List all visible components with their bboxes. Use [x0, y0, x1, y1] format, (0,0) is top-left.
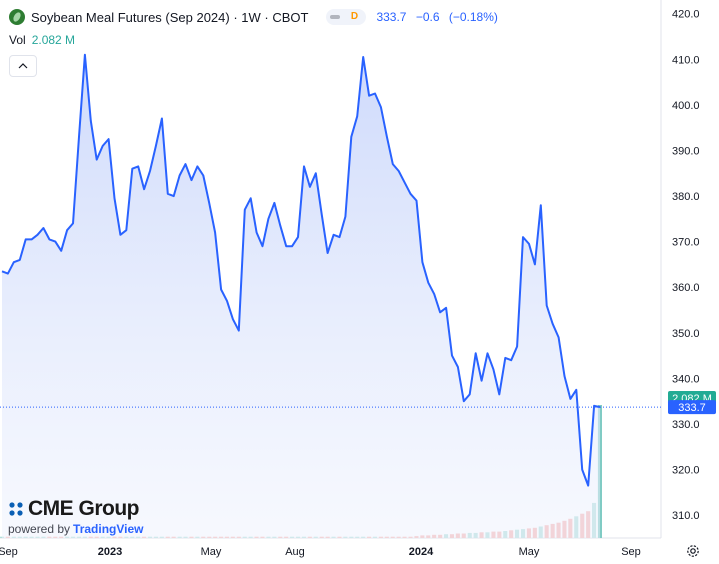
last-price-tag — [668, 400, 716, 415]
y-tick-label: 330.0 — [672, 419, 700, 431]
y-tick-label: 350.0 — [672, 328, 700, 340]
x-tick-label: Sep — [0, 546, 18, 558]
collapse-legend-button[interactable] — [9, 55, 37, 77]
y-tick-label: 380.0 — [672, 191, 700, 203]
volume-legend: Vol 2.082 M — [9, 33, 75, 47]
x-tick-label: May — [201, 546, 222, 558]
volume-label: Vol — [9, 33, 26, 47]
delay-badge: D — [350, 11, 359, 22]
y-tick-label: 400.0 — [672, 100, 700, 112]
time-axis: Sep 2023 May Aug 2024 May Sep — [0, 546, 641, 558]
cme-logo: CME Group — [8, 497, 144, 521]
gear-icon[interactable] — [686, 544, 700, 558]
last-price-tag-label: 333.7 — [678, 402, 706, 414]
last-price: 333.7 — [376, 10, 407, 24]
y-tick-label: 360.0 — [672, 282, 700, 294]
status-dot-icon — [330, 15, 341, 19]
x-tick-label: Aug — [285, 546, 305, 558]
volume-value: 2.082 M — [31, 33, 76, 47]
x-tick-label: 2023 — [98, 546, 122, 558]
cme-globe-icon — [9, 502, 23, 516]
price-change-percent: (−0.18%) — [448, 10, 498, 24]
symbol-title[interactable]: Soybean Meal Futures (Sep 2024) · 1W · C… — [31, 9, 309, 25]
y-tick-label: 340.0 — [672, 373, 700, 385]
y-tick-label: 410.0 — [672, 54, 700, 66]
chart-header: Soybean Meal Futures (Sep 2024) · 1W · C… — [9, 7, 504, 27]
price-line — [1, 53, 601, 487]
y-tick-label: 390.0 — [672, 146, 700, 158]
powered-by-label: powered by — [8, 522, 71, 536]
y-tick-label: 420.0 — [672, 9, 700, 21]
y-tick-label: 320.0 — [672, 465, 700, 477]
x-tick-label: Sep — [621, 546, 641, 558]
cme-logo-text: CME Group — [28, 497, 140, 520]
price-change: −0.6 — [415, 10, 440, 24]
price-area — [2, 54, 600, 538]
last-quote: 333.7 −0.6 (−0.18%) — [376, 10, 503, 24]
y-tick-label: 310.0 — [672, 510, 700, 522]
y-tick-label: 370.0 — [672, 237, 700, 249]
powered-by: powered by TradingView — [8, 522, 144, 536]
x-tick-label: May — [519, 546, 540, 558]
soybean-leaf-icon — [9, 9, 25, 25]
tradingview-link[interactable]: TradingView — [73, 522, 144, 536]
chevron-up-icon — [18, 63, 28, 69]
branding: CME Group powered by TradingView — [8, 497, 144, 536]
x-tick-label: 2024 — [409, 546, 434, 558]
price-axis: 310.0 320.0 330.0 340.0 350.0 360.0 370.0 380.0… — [672, 9, 700, 523]
data-status-pill[interactable]: D — [326, 9, 367, 25]
